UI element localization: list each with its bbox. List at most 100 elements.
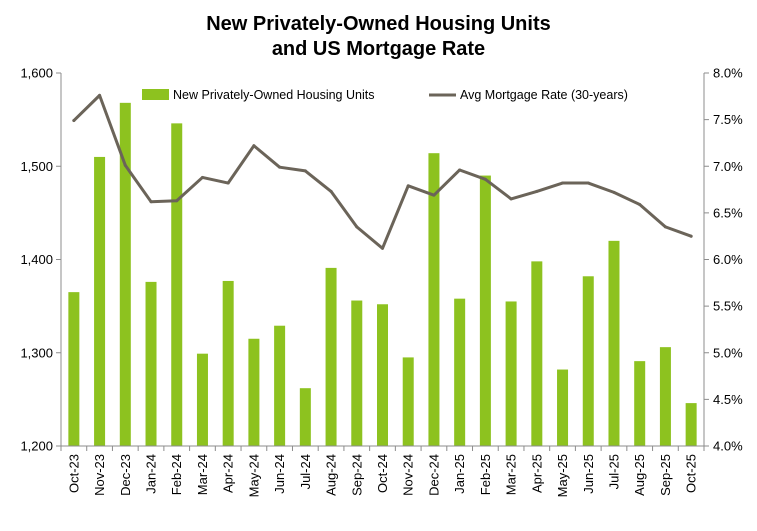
legend-label-mortgage-rate: Avg Mortgage Rate (30-years): [460, 88, 628, 102]
mortgage-rate-point-Dec-24: [432, 193, 436, 197]
mortgage-rate-point-Jan-25: [458, 168, 462, 172]
bar-Feb-25: [479, 175, 491, 446]
bar-Oct-24: [377, 304, 388, 446]
mortgage-rate-point-Apr-25: [535, 189, 539, 193]
y-right-tick-label: 4.0%: [713, 439, 743, 454]
mortgage-rate-point-Oct-23: [72, 119, 76, 123]
legend-label-housing-units: New Privately-Owned Housing Units: [173, 88, 374, 102]
mortgage-rate-point-Sep-24: [355, 225, 359, 229]
bar-Dec-23: [119, 102, 131, 446]
bar-Jan-24: [145, 281, 157, 446]
mortgage-rate-point-Aug-25: [638, 202, 642, 206]
bar-Jan-25: [454, 298, 466, 446]
x-tick-label-Mar-25: Mar-25: [504, 454, 519, 495]
mortgage-rate-point-Oct-24: [381, 246, 384, 250]
y-right-tick-label: 4.5%: [713, 392, 743, 407]
x-tick-label-Jan-24: Jan-24: [144, 454, 159, 494]
y-right-tick-label: 8.0%: [713, 66, 743, 81]
y-right-tick-label: 6.5%: [713, 205, 743, 220]
mortgage-rate-point-Jan-24: [149, 200, 153, 204]
mortgage-rate-point-Mar-24: [200, 175, 204, 179]
chart-title: New Privately-Owned Housing Units and US…: [0, 12, 757, 62]
mortgage-rate-point-May-24: [252, 144, 256, 148]
legend: New Privately-Owned Housing Units Avg Mo…: [142, 88, 628, 102]
bar-Apr-24: [222, 280, 234, 446]
labels-layer: 1,200 1,300 1,400 1,500 1,600 4.0% 4.5% 5.0% 5.5…: [20, 66, 743, 498]
x-tick-label-May-25: May-25: [555, 454, 570, 497]
bar-Feb-24: [171, 123, 183, 447]
bar-Oct-25: [685, 403, 697, 446]
y-right-tick-label: 5.5%: [713, 299, 743, 314]
y-left-tick-label: 1,400: [20, 252, 53, 267]
y-right-tick-label: 7.0%: [713, 159, 743, 174]
x-tick-label-Aug-25: Aug-25: [632, 454, 647, 496]
line-layer: [72, 93, 693, 250]
y-right-tick-label: 6.0%: [713, 252, 743, 267]
bar-Jul-24: [299, 388, 311, 446]
x-tick-label-Mar-24: Mar-24: [195, 454, 210, 495]
x-tick-label-Apr-24: Apr-24: [221, 454, 236, 493]
bar-Jun-25: [582, 276, 594, 446]
mortgage-rate-point-Jun-25: [586, 181, 590, 185]
bar-May-25: [557, 369, 569, 446]
mortgage-rate-point-Dec-23: [123, 163, 127, 167]
bar-Nov-23: [94, 156, 106, 446]
y-left-tick-label: 1,600: [20, 66, 53, 81]
x-tick-label-Jun-24: Jun-24: [272, 454, 287, 494]
mortgage-rate-point-Jun-24: [278, 165, 282, 169]
mortgage-rate-point-Mar-25: [509, 197, 513, 201]
bar-Aug-25: [634, 361, 646, 446]
x-tick-label-Oct-24: Oct-24: [375, 454, 390, 493]
x-tick-label-Jul-24: Jul-24: [298, 454, 313, 489]
mortgage-rate-point-Apr-24: [226, 181, 230, 185]
x-tick-label-Apr-25: Apr-25: [529, 454, 544, 493]
bar-Apr-25: [531, 261, 543, 446]
bar-Dec-24: [428, 153, 440, 446]
mortgage-rate-point-Feb-24: [175, 199, 179, 203]
x-tick-label-May-24: May-24: [246, 454, 261, 497]
mortgage-rate-point-May-25: [561, 181, 565, 185]
x-tick-label-Dec-23: Dec-23: [118, 454, 133, 496]
mortgage-rate-point-Aug-24: [329, 189, 333, 193]
mortgage-rate-point-Nov-24: [406, 184, 410, 188]
bar-Mar-24: [196, 353, 208, 446]
x-tick-label-Aug-24: Aug-24: [324, 454, 339, 496]
x-tick-label-Jun-25: Jun-25: [581, 454, 596, 494]
x-tick-label-Sep-24: Sep-24: [349, 454, 364, 496]
legend-swatch-housing-units: [142, 89, 169, 100]
y-left-tick-label: 1,500: [20, 159, 53, 174]
x-tick-label-Oct-25: Oct-25: [684, 454, 699, 493]
mortgage-rate-line: [72, 93, 693, 250]
bar-Oct-23: [68, 292, 80, 446]
y-right-tick-label: 5.0%: [713, 345, 743, 360]
y-left-tick-label: 1,200: [20, 439, 53, 454]
bar-Sep-24: [351, 300, 363, 446]
x-tick-label-Oct-23: Oct-23: [66, 454, 81, 493]
x-tick-label-Jan-25: Jan-25: [452, 454, 467, 494]
mortgage-rate-point-Jul-25: [612, 190, 616, 194]
mortgage-rate-point-Nov-23: [98, 93, 102, 97]
y-right-tick-label: 7.5%: [713, 112, 743, 127]
bar-Sep-25: [659, 347, 671, 446]
bar-Aug-24: [325, 267, 337, 446]
x-tick-label-Nov-24: Nov-24: [401, 454, 416, 496]
x-tick-label-Jul-25: Jul-25: [606, 454, 621, 489]
axes-layer: [56, 72, 709, 451]
bar-Mar-25: [505, 301, 517, 446]
x-tick-label-Sep-25: Sep-25: [658, 454, 673, 496]
bars-layer: [68, 102, 697, 447]
chart-title-line-1: New Privately-Owned Housing Units: [206, 13, 551, 35]
bar-Jul-25: [608, 240, 620, 446]
x-tick-label-Feb-24: Feb-24: [169, 454, 184, 495]
bar-May-24: [248, 338, 260, 446]
mortgage-rate-point-Jul-24: [303, 169, 307, 173]
x-tick-label-Feb-25: Feb-25: [478, 454, 493, 495]
bar-Jun-24: [274, 325, 286, 446]
chart-title-line-2: and US Mortgage Rate: [271, 38, 486, 60]
mortgage-rate-point-Oct-25: [689, 234, 693, 238]
x-tick-label-Dec-24: Dec-24: [426, 454, 441, 496]
x-tick-label-Nov-23: Nov-23: [92, 454, 107, 496]
mortgage-rate-point-Feb-25: [483, 177, 487, 181]
y-left-tick-label: 1,300: [20, 345, 53, 360]
